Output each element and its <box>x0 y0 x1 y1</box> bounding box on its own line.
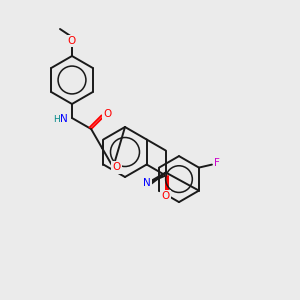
Text: N: N <box>60 114 68 124</box>
Text: O: O <box>103 109 111 119</box>
Text: O: O <box>68 36 76 46</box>
Text: O: O <box>162 191 170 201</box>
Text: N: N <box>143 178 151 188</box>
Text: F: F <box>214 158 220 168</box>
Text: O: O <box>112 162 120 172</box>
Text: H: H <box>52 115 59 124</box>
